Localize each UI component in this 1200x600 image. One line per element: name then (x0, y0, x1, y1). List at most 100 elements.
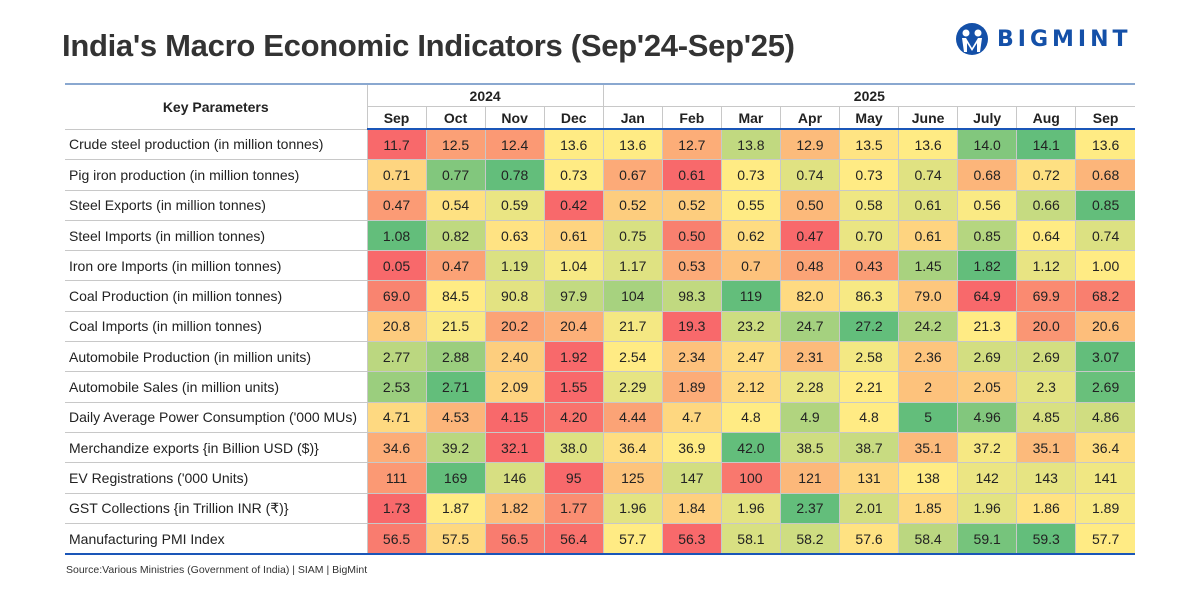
value-cell: 119 (720, 280, 781, 312)
key-parameters-header: Key Parameters (65, 83, 368, 130)
table-row: Iron ore Imports (in million tonnes) 0.05… (65, 250, 1135, 282)
value-cell: 0.85 (1075, 189, 1135, 221)
value-cell: 138 (898, 462, 959, 494)
value-cell: 24.7 (779, 310, 841, 343)
value-cell: 0.42 (543, 189, 604, 221)
value-cell: 23.2 (720, 310, 781, 343)
value-cell: 0.78 (484, 159, 545, 191)
value-cell: 37.2 (957, 431, 1018, 464)
month-header: May (838, 106, 900, 130)
value-cell: 1.85 (898, 492, 959, 524)
value-cell: 2.53 (366, 371, 427, 403)
value-cell: 13.6 (898, 128, 959, 161)
value-cell: 13.5 (838, 128, 900, 161)
value-cell: 2.05 (957, 371, 1018, 403)
value-cell: 0.55 (720, 189, 781, 221)
value-cell: 146 (484, 462, 545, 494)
table-row: Coal Production (in million tonnes) 69.0 8… (65, 280, 1135, 312)
value-cell: 0.47 (425, 250, 486, 282)
value-cell: 0.61 (898, 219, 959, 252)
value-cell: 0.05 (366, 250, 427, 282)
value-cell: 2.58 (838, 341, 900, 373)
value-cell: 0.54 (425, 189, 486, 221)
value-cell: 38.5 (779, 431, 841, 464)
value-cell: 4.96 (957, 401, 1018, 433)
value-cell: 21.5 (425, 310, 486, 343)
value-cell: 0.47 (779, 219, 841, 252)
value-cell: 12.7 (661, 128, 722, 161)
value-cell: 1.96 (720, 492, 781, 524)
table-row: EV Registrations ('000 Units) 111 169 146 95… (65, 462, 1135, 494)
value-cell: 2.69 (1016, 341, 1077, 373)
value-cell: 20.0 (1016, 310, 1077, 343)
value-cell: 125 (602, 462, 663, 494)
value-cell: 121 (779, 462, 841, 494)
value-cell: 1.92 (543, 341, 604, 373)
value-cell: 57.7 (1075, 522, 1135, 556)
value-cell: 111 (366, 462, 427, 494)
table-row: Daily Average Power Consumption ('000 MU… (65, 401, 1135, 433)
value-cell: 4.15 (484, 401, 545, 433)
value-cell: 84.5 (425, 280, 486, 312)
value-cell: 64.9 (957, 280, 1018, 312)
table-row: Manufacturing PMI Index 56.5 57.5 56.5 56.4 5… (65, 522, 1135, 556)
value-cell: 32.1 (484, 431, 545, 464)
value-cell: 3.07 (1075, 341, 1135, 373)
value-cell: 14.0 (957, 128, 1018, 161)
value-cell: 0.70 (838, 219, 900, 252)
value-cell: 0.50 (779, 189, 841, 221)
value-cell: 0.73 (543, 159, 604, 191)
value-cell: 0.66 (1016, 189, 1077, 221)
value-cell: 1.45 (898, 250, 959, 282)
value-cell: 35.1 (1016, 431, 1077, 464)
value-cell: 2.29 (602, 371, 663, 403)
value-cell: 69.0 (366, 280, 427, 312)
value-cell: 0.53 (661, 250, 722, 282)
value-cell: 4.8 (720, 401, 781, 433)
parameter-label: Coal Production (in million tonnes) (65, 280, 368, 312)
value-cell: 4.44 (602, 401, 663, 433)
value-cell: 0.77 (425, 159, 486, 191)
value-cell: 4.85 (1016, 401, 1077, 433)
value-cell: 0.85 (957, 219, 1018, 252)
value-cell: 1.84 (661, 492, 722, 524)
parameter-label: Coal Imports (in million tonnes) (65, 310, 368, 343)
table-row: Automobile Sales (in million units) 2.53 2… (65, 371, 1135, 403)
parameter-label: Automobile Sales (in million units) (65, 371, 368, 403)
bigmint-logo: BIGMINT (955, 22, 1132, 56)
bigmint-logo-icon (956, 23, 988, 55)
value-cell: 90.8 (484, 280, 545, 312)
value-cell: 12.4 (484, 128, 545, 161)
value-cell: 1.00 (1075, 250, 1135, 282)
month-header: Nov (484, 106, 545, 130)
parameter-label: Iron ore Imports (in million tonnes) (65, 250, 368, 282)
table-row: Steel Exports (in million tonnes) 0.47 0.5… (65, 189, 1135, 221)
month-header: Jan (602, 106, 663, 130)
table-row: Automobile Production (in million units)… (65, 341, 1135, 373)
value-cell: 0.7 (720, 250, 781, 282)
parameter-label: Pig iron production (in million tonnes) (65, 159, 368, 191)
value-cell: 2.88 (425, 341, 486, 373)
value-cell: 1.96 (602, 492, 663, 524)
value-cell: 56.4 (543, 522, 604, 556)
value-cell: 0.64 (1016, 219, 1077, 252)
value-cell: 169 (425, 462, 486, 494)
value-cell: 36.4 (602, 431, 663, 464)
value-cell: 34.6 (366, 431, 427, 464)
value-cell: 79.0 (898, 280, 959, 312)
value-cell: 98.3 (661, 280, 722, 312)
value-cell: 0.73 (838, 159, 900, 191)
value-cell: 95 (543, 462, 604, 494)
value-cell: 0.74 (779, 159, 841, 191)
value-cell: 0.67 (602, 159, 663, 191)
value-cell: 86.3 (838, 280, 900, 312)
value-cell: 0.73 (720, 159, 781, 191)
value-cell: 57.5 (425, 522, 486, 556)
value-cell: 59.3 (1016, 522, 1077, 556)
value-cell: 0.74 (1075, 219, 1135, 252)
value-cell: 97.9 (543, 280, 604, 312)
value-cell: 58.4 (898, 522, 959, 556)
value-cell: 0.48 (779, 250, 841, 282)
value-cell: 0.56 (957, 189, 1018, 221)
value-cell: 100 (720, 462, 781, 494)
